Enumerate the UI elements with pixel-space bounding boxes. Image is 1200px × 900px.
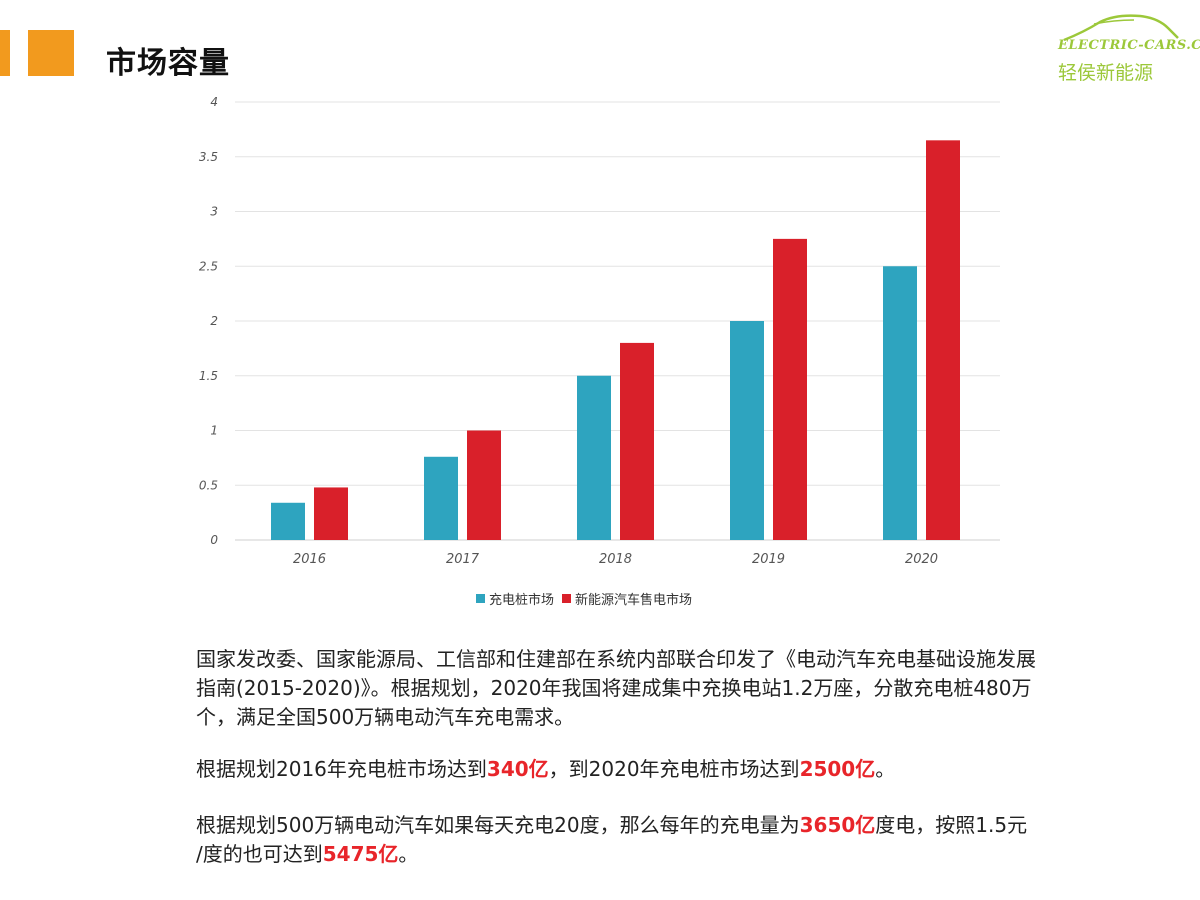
bar-ev-electricity-2017: [467, 430, 501, 540]
brand-logo: ELECTRIC-CARS.CN 轻侯新能源: [1054, 10, 1200, 84]
y-tick-label: 1.5: [199, 369, 218, 383]
paragraph-policy: 国家发改委、国家能源局、工信部和住建部在系统内部联合印发了《电动汽车充电基础设施…: [196, 647, 1036, 729]
bar-ev-electricity-2019: [773, 238, 807, 540]
x-tick-label: 2018: [599, 552, 632, 567]
bar-charging-pile-2018: [577, 375, 611, 540]
legend-swatch-series2: [562, 594, 572, 603]
p2-highlight-2500: 2500亿: [799, 757, 876, 781]
paragraph-electricity-market: 根据规划500万辆电动汽车如果每天充电20度，那么每年的充电量为3650亿度电，…: [196, 811, 1036, 869]
bar-charging-pile-2017: [424, 456, 458, 540]
bar-ev-electricity-2016: [314, 487, 348, 540]
p3-text-c: 。: [398, 842, 419, 866]
page-title: 市场容量: [106, 46, 230, 81]
y-tick-label: 4: [210, 95, 218, 109]
bar-ev-electricity-2018: [620, 342, 654, 540]
bar-chart: 0 0.5 1 1.5 2 2.5 3 3.5 4 2016 2017 2018 2019 2020: [199, 95, 1000, 567]
accent-block-left: [0, 30, 10, 76]
x-tick-label: 2019: [752, 552, 785, 567]
x-tick-label: 2020: [905, 552, 938, 567]
y-tick-label: 0: [210, 533, 218, 547]
legend-item-series1: 充电桩市场: [476, 589, 554, 608]
p3-text-b: 度电，按照1.5元 /度的也可达到: [196, 813, 1028, 866]
p2-text-a: 根据规划2016年充电桩市场达到: [196, 757, 487, 781]
logo-text-en: ELECTRIC-CARS.CN: [1058, 38, 1200, 53]
p3-text-a: 根据规划500万辆电动汽车如果每天充电20度，那么每年的充电量为: [196, 813, 800, 837]
bar-ev-electricity-2020: [926, 140, 960, 540]
bar-charging-pile-2020: [883, 266, 917, 540]
p2-highlight-340: 340亿: [486, 757, 549, 781]
paragraph-charging-market: 根据规划2016年充电桩市场达到340亿，到2020年充电桩市场达到2500亿。: [196, 755, 1036, 784]
logo-text-cn: 轻侯新能源: [1058, 62, 1154, 84]
p3-highlight-3650: 3650亿: [799, 813, 876, 837]
legend-label-series1: 充电桩市场: [489, 593, 555, 608]
y-tick-label: 1: [210, 424, 218, 438]
p3-highlight-5475: 5475亿: [322, 842, 399, 866]
bar-charging-pile-2016: [271, 502, 305, 540]
accent-block: [28, 30, 74, 76]
p2-text-c: 。: [875, 757, 896, 781]
bar-charging-pile-2019: [730, 321, 764, 540]
y-tick-label: 2.5: [199, 259, 218, 273]
legend-label-series2: 新能源汽车售电市场: [575, 593, 693, 608]
legend-swatch-series1: [476, 594, 485, 603]
x-tick-label: 2016: [293, 552, 326, 567]
y-tick-label: 3.5: [199, 150, 218, 164]
chart-legend: 充电桩市场 新能源汽车售电市场: [476, 589, 700, 608]
y-tick-label: 3: [210, 205, 218, 219]
y-tick-label: 2: [210, 314, 218, 328]
x-tick-label: 2017: [446, 552, 480, 567]
p2-text-b: ，到2020年充电桩市场达到: [548, 757, 800, 781]
y-tick-label: 0.5: [199, 478, 218, 492]
legend-item-series2: 新能源汽车售电市场: [562, 589, 692, 608]
car-outline-icon: [1063, 14, 1179, 42]
